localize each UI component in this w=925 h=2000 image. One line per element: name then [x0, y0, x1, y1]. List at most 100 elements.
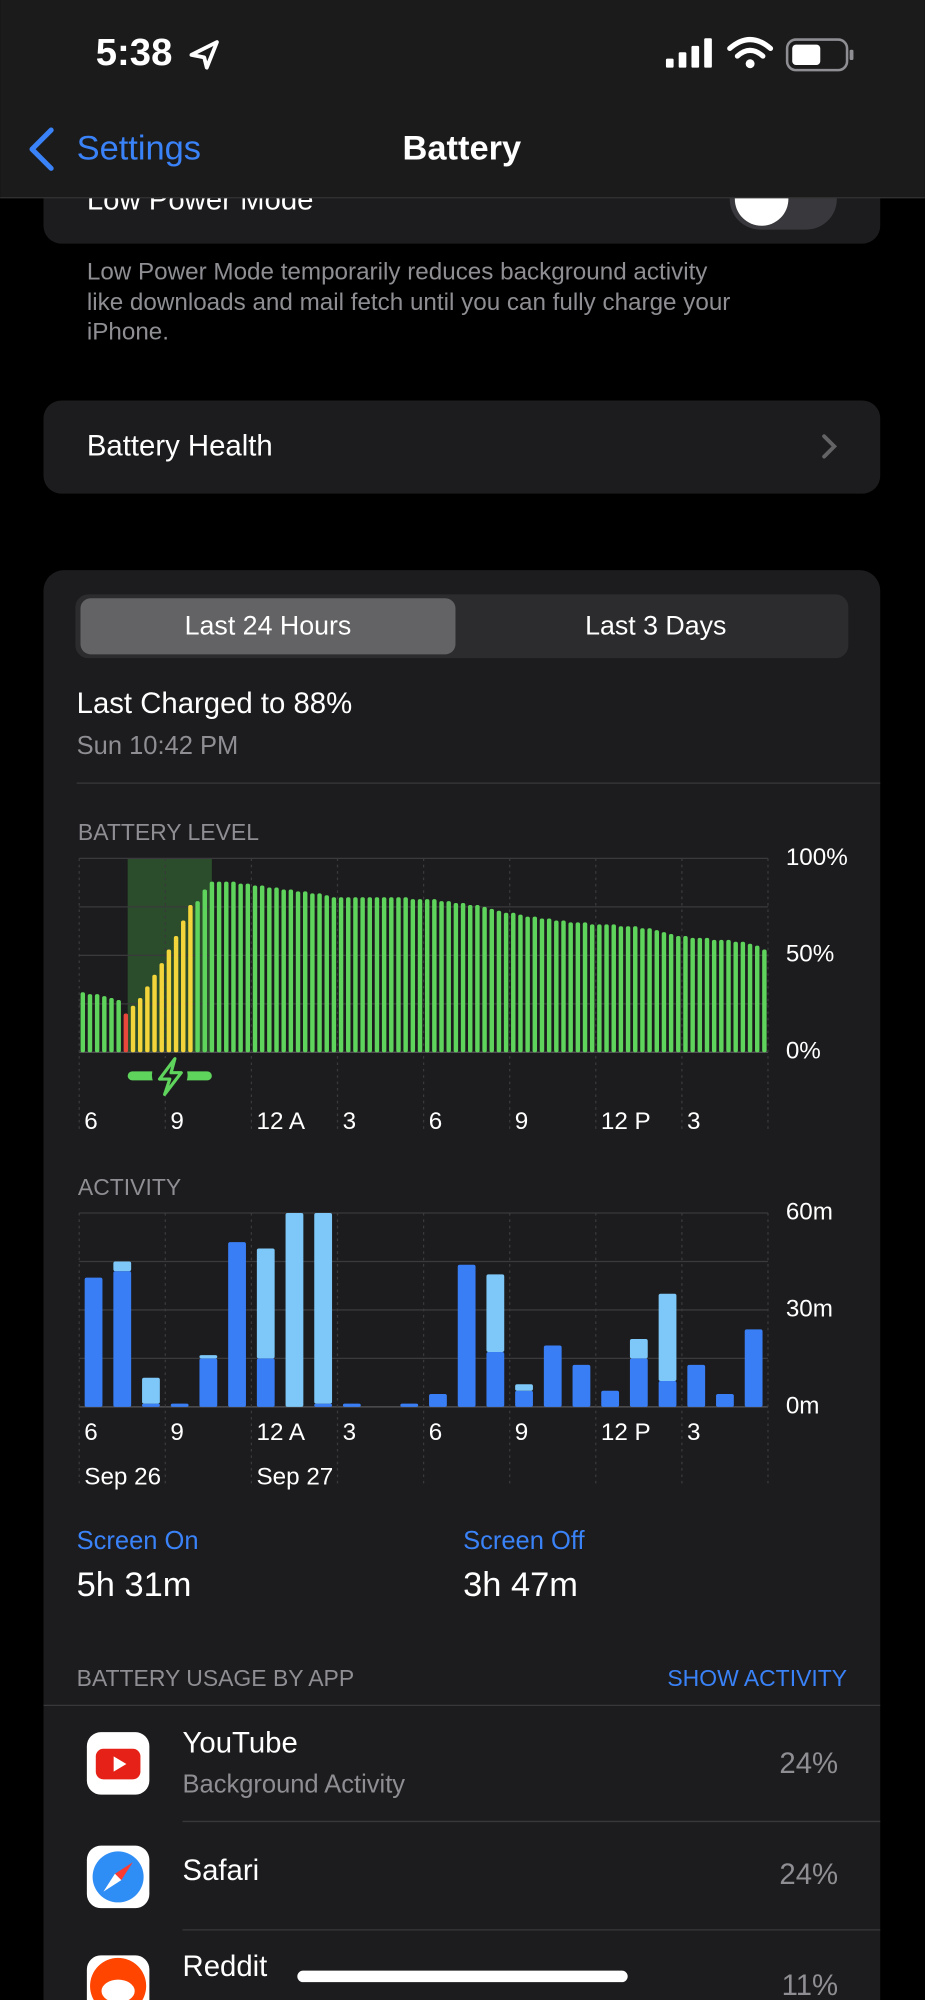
bar — [744, 1329, 763, 1407]
bar — [589, 924, 595, 1053]
wifi-dot — [745, 59, 755, 69]
bar — [762, 949, 767, 1053]
bar — [216, 881, 222, 1053]
bar — [457, 1264, 476, 1407]
bar — [228, 1242, 246, 1407]
bar — [130, 1005, 136, 1053]
bar — [482, 906, 487, 1053]
bar — [658, 1381, 677, 1407]
screen-off-value: 3h 47m — [463, 1566, 578, 1604]
date-label: Sep 27 — [257, 1464, 334, 1491]
bar — [640, 928, 645, 1053]
segment-label[interactable]: Last 24 Hours — [185, 611, 352, 641]
home-indicator — [297, 1970, 628, 1983]
battery-fill — [792, 44, 821, 66]
bar — [582, 922, 588, 1053]
bar — [317, 893, 322, 1053]
bar — [629, 1358, 648, 1407]
bar — [137, 998, 143, 1053]
bar — [690, 937, 695, 1053]
bar — [142, 1403, 160, 1407]
bar — [285, 1213, 304, 1407]
bar — [267, 887, 272, 1053]
x-tick-label: 6 — [429, 1419, 442, 1446]
low-power-description: Low Power Mode temporarily reduces backg… — [87, 258, 708, 285]
bar — [403, 897, 408, 1053]
app-name[interactable]: YouTube — [183, 1727, 298, 1760]
y-tick-label: 60m — [786, 1198, 833, 1225]
bar — [575, 922, 581, 1053]
app-name[interactable]: Reddit — [183, 1950, 268, 1983]
bar — [80, 992, 86, 1053]
show-activity[interactable]: SHOW ACTIVITY — [667, 1665, 847, 1691]
bar — [618, 926, 624, 1053]
bar — [747, 943, 753, 1053]
bar — [342, 1403, 361, 1407]
x-tick-label: 9 — [515, 1419, 528, 1446]
bar — [396, 897, 401, 1053]
bar — [733, 941, 738, 1053]
app-percent: 24% — [779, 1858, 838, 1891]
bar — [687, 1364, 706, 1407]
bar — [518, 914, 523, 1053]
bar — [188, 904, 193, 1053]
segment-label[interactable]: Last 3 Days — [585, 611, 726, 641]
bar — [515, 1384, 533, 1391]
bar — [102, 996, 107, 1053]
bar — [543, 1345, 562, 1407]
back-chevron[interactable] — [29, 127, 54, 171]
y-tick-label: 0m — [786, 1392, 820, 1419]
bar — [503, 912, 509, 1053]
segment-selected[interactable] — [80, 598, 456, 655]
usage-title: BATTERY USAGE BY APP — [77, 1665, 355, 1691]
app-percent: 24% — [779, 1747, 838, 1780]
bar — [719, 939, 724, 1053]
bar — [281, 889, 286, 1053]
bar — [360, 897, 365, 1053]
battery-cap — [849, 49, 854, 60]
bar — [259, 885, 265, 1053]
x-tick-label: 9 — [170, 1419, 183, 1446]
nav-title: Battery — [403, 130, 522, 168]
back-button[interactable]: Settings — [77, 130, 201, 168]
bar — [597, 924, 602, 1053]
chevron — [822, 434, 838, 459]
bar — [224, 881, 229, 1053]
bar — [142, 1377, 160, 1404]
bar — [310, 893, 315, 1053]
bar — [231, 881, 236, 1053]
bar — [324, 895, 329, 1053]
bar — [697, 937, 703, 1053]
bar — [611, 924, 616, 1053]
bar — [532, 916, 538, 1053]
bar — [353, 897, 358, 1053]
bar — [199, 1355, 218, 1359]
bar — [683, 935, 688, 1053]
bar — [256, 1248, 275, 1359]
charging-icon — [157, 1057, 183, 1096]
bar — [84, 1277, 103, 1407]
x-tick-label: 12 A — [257, 1419, 306, 1446]
bar — [181, 920, 186, 1053]
bar — [238, 883, 243, 1053]
bar — [460, 903, 466, 1053]
bar — [256, 1358, 275, 1407]
bar — [410, 899, 416, 1053]
app-name[interactable]: Safari — [183, 1854, 260, 1887]
bar — [314, 1213, 333, 1404]
bar — [252, 885, 258, 1053]
bar — [173, 935, 179, 1053]
battery-health-row[interactable] — [43, 400, 881, 494]
safari-needle — [103, 1873, 122, 1892]
y-tick-label: 0% — [786, 1038, 821, 1065]
signal-icon — [665, 38, 712, 68]
x-tick-label: 12 P — [601, 1419, 651, 1446]
bar — [654, 930, 660, 1053]
bar — [486, 1274, 505, 1352]
bar — [554, 920, 559, 1053]
x-tick-label: 12 A — [257, 1108, 306, 1135]
bar — [601, 1390, 620, 1407]
bar — [658, 1293, 677, 1382]
